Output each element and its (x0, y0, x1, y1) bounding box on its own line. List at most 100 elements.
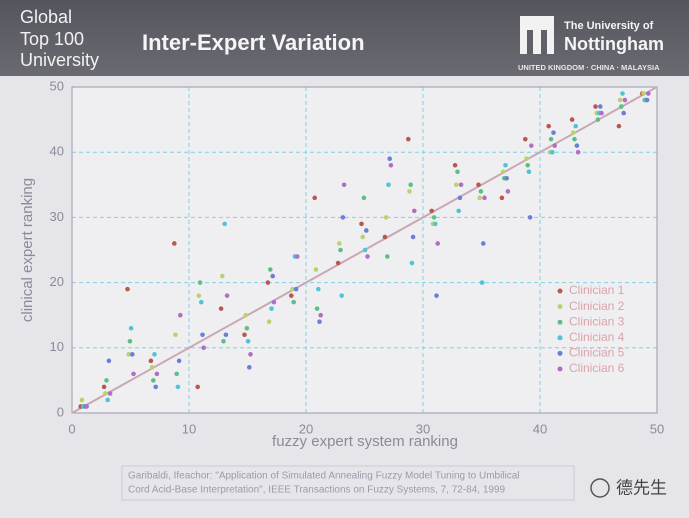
x-tick-label: 0 (68, 421, 75, 436)
point (550, 149, 555, 155)
logo (520, 16, 554, 54)
x-tick-label: 50 (650, 421, 664, 436)
point (479, 280, 485, 285)
point (593, 104, 598, 109)
point (476, 182, 481, 188)
point (176, 358, 182, 364)
point (312, 195, 318, 201)
point (385, 254, 390, 259)
point (197, 280, 203, 285)
point (222, 221, 227, 227)
point (529, 143, 534, 148)
point (103, 391, 108, 396)
x-axis-label: fuzzy expert system ranking (272, 433, 458, 450)
point (456, 208, 462, 214)
point (79, 397, 85, 403)
point (200, 332, 205, 338)
point (595, 117, 601, 122)
point (431, 215, 437, 220)
point (201, 345, 206, 351)
legend-marker (557, 350, 563, 356)
point (174, 371, 179, 377)
point (504, 175, 510, 181)
header-band (0, 0, 689, 76)
point (127, 338, 133, 344)
point (101, 384, 107, 390)
legend-label: Clinician 5 (569, 346, 625, 360)
point (337, 241, 342, 246)
point (245, 338, 251, 344)
point (452, 162, 458, 168)
point (153, 384, 158, 390)
watermark-icon (590, 478, 610, 498)
point (128, 325, 134, 331)
tagline: UNITED KINGDOM · CHINA · MALAYSIA (518, 63, 660, 72)
point (546, 123, 551, 129)
point (526, 169, 532, 175)
point (524, 156, 529, 162)
point (293, 286, 299, 292)
point (548, 136, 554, 142)
point (221, 338, 226, 344)
citation-box (121, 465, 575, 501)
logo-crest (520, 16, 554, 54)
point (551, 130, 556, 135)
point (105, 397, 110, 403)
point (433, 221, 438, 227)
point (434, 293, 439, 298)
citation: Garibaldi, Ifeachor: "Application of Sim… (128, 471, 520, 482)
logo-text: Nottingham (564, 34, 664, 54)
point (125, 286, 130, 292)
point (572, 136, 577, 142)
point (571, 130, 576, 135)
point (569, 117, 575, 122)
point (195, 384, 200, 390)
point (265, 280, 271, 285)
point (523, 136, 528, 142)
point (317, 319, 322, 325)
point (503, 162, 508, 168)
point (271, 299, 277, 305)
y-tick-label: 30 (50, 209, 64, 224)
point (616, 123, 622, 129)
point (313, 267, 319, 272)
point (339, 293, 345, 298)
point (289, 293, 294, 298)
point (178, 312, 183, 318)
point (248, 352, 253, 357)
point (435, 241, 441, 246)
point (386, 182, 391, 188)
point (408, 182, 414, 188)
point (364, 228, 369, 233)
point (457, 195, 463, 201)
point (148, 358, 154, 364)
point (335, 260, 341, 266)
point (270, 273, 276, 279)
point (130, 352, 135, 357)
point (268, 267, 273, 272)
slide-title: Inter-Expert Variation (142, 30, 365, 55)
point (621, 110, 626, 116)
point (641, 91, 646, 96)
point (573, 123, 578, 129)
point (172, 241, 177, 246)
point (575, 149, 581, 155)
point (455, 169, 460, 175)
point (406, 136, 411, 142)
point (361, 195, 367, 201)
point (243, 312, 248, 318)
point (318, 312, 324, 318)
point (341, 182, 347, 188)
point (244, 325, 250, 331)
point (362, 247, 368, 253)
point (622, 97, 628, 103)
point (151, 378, 156, 383)
y-tick-label: 20 (50, 274, 64, 289)
legend-marker (557, 366, 563, 372)
plot-border (71, 86, 658, 414)
point (360, 234, 366, 240)
point (574, 143, 580, 148)
point (482, 195, 487, 201)
